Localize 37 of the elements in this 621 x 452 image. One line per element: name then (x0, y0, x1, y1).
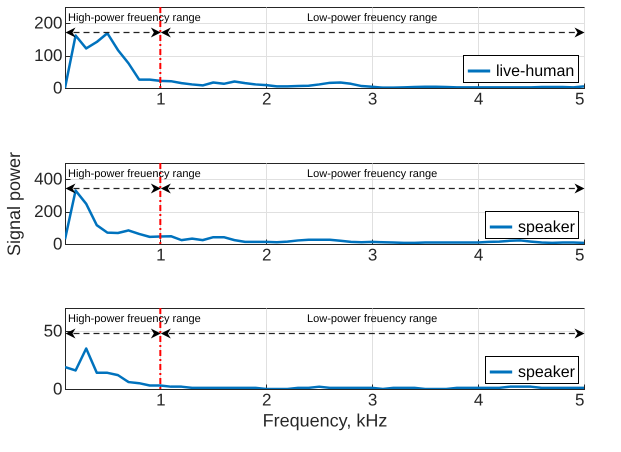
annotation: High-power freuency range (68, 313, 201, 325)
y-tick-label: 200 (34, 202, 62, 222)
annotation: Low-power freuency range (307, 12, 438, 24)
y-tick-label: 0 (53, 234, 62, 254)
line-series (65, 347, 584, 389)
y-tick-label: 50 (44, 322, 62, 341)
annotation: High-power freuency range (68, 12, 201, 24)
x-tick-label: 4 (474, 246, 484, 264)
x-tick-label: 3 (368, 90, 378, 108)
annotation: Low-power freuency range (307, 313, 438, 325)
x-tick-label: 3 (368, 246, 378, 264)
x-tick-label: 5 (575, 90, 584, 108)
y-tick-label: 100 (34, 46, 62, 66)
x-tick-label: 2 (262, 90, 272, 108)
legend-label: speaker (518, 364, 576, 381)
x-tick-label: 2 (262, 246, 272, 264)
x-tick-label: 4 (474, 90, 484, 108)
legend-label: live-human (496, 63, 574, 80)
x-axis-title: Frequency, kHz (262, 410, 388, 430)
line-series (65, 32, 584, 88)
x-tick-label: 5 (575, 390, 584, 410)
line-series (65, 189, 584, 244)
y-axis-title: Signal power (4, 152, 24, 256)
x-tick-label: 1 (156, 390, 166, 410)
x-tick-label: 3 (368, 390, 378, 410)
y-tick-label: 400 (34, 170, 62, 189)
x-tick-label: 1 (156, 246, 166, 264)
y-tick-label: 200 (34, 14, 62, 33)
annotation: High-power freuency range (68, 168, 201, 180)
annotation: Low-power freuency range (307, 168, 438, 180)
x-tick-label: 5 (575, 246, 584, 264)
y-tick-label: 0 (53, 78, 62, 98)
x-tick-label: 1 (156, 90, 166, 108)
legend-label: speaker (518, 219, 576, 236)
y-tick-label: 0 (53, 380, 62, 398)
x-tick-label: 4 (474, 390, 484, 410)
x-tick-label: 2 (262, 390, 272, 410)
